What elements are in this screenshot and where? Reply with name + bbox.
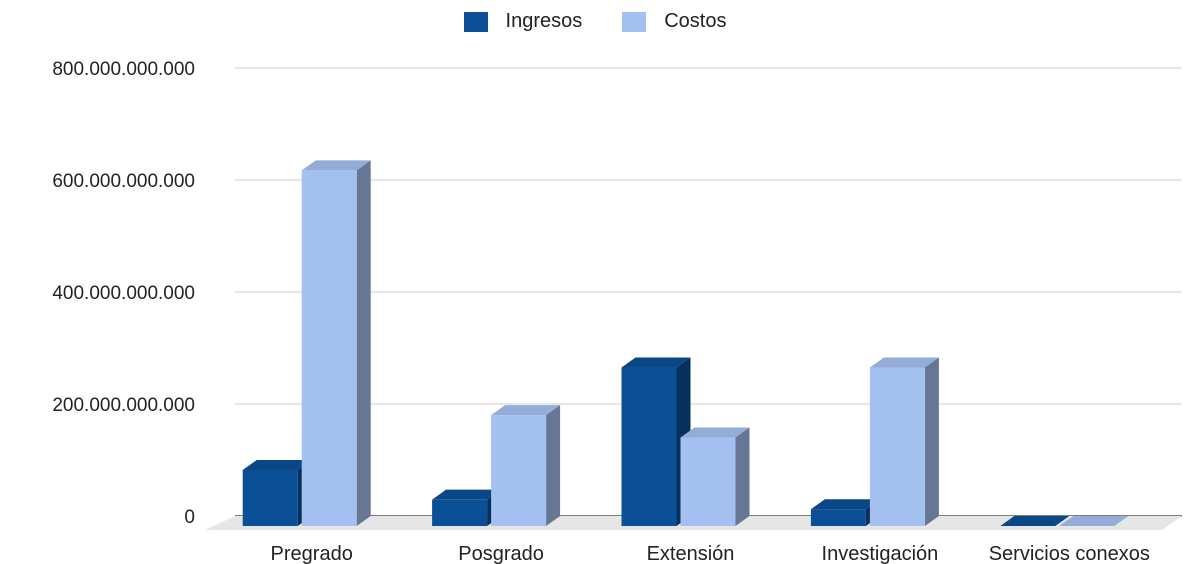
bar-side [924,357,939,526]
bar-top [621,357,691,368]
bar-top [491,405,561,416]
legend: Ingresos Costos [0,10,1190,33]
legend-label-ingresos: Ingresos [505,10,583,32]
bar-side [356,160,371,526]
legend-swatch-ingresos [463,11,488,32]
y-tick-label: 800.000.000.000 [52,59,195,80]
bar-top [1059,516,1129,526]
bar [301,170,357,526]
bar-top [432,489,502,500]
bar-side [546,405,561,526]
x-tick-label: Servicios conexos [989,543,1150,564]
legend-label-costos: Costos [664,10,727,32]
bar [869,367,925,526]
legend-item-ingresos: Ingresos [463,10,583,33]
bar-side [735,427,750,526]
y-tick-label: 0 [184,507,195,528]
y-tick-label: 400.000.000.000 [52,283,195,304]
legend-item-costos: Costos [622,10,726,33]
bar [621,367,677,526]
bar [432,499,488,526]
bar [491,415,547,526]
bar-top [1000,516,1070,526]
bar-top [869,357,939,368]
bar-top [301,160,371,171]
y-tick-label: 600.000.000.000 [52,171,195,192]
x-tick-label: Posgrado [458,543,544,564]
bar-top [242,460,312,470]
bar [680,437,736,526]
x-tick-label: Pregrado [271,543,353,564]
bar-top [810,499,880,510]
bar [242,470,298,526]
x-tick-label: Extensión [647,543,735,564]
bar-top [680,427,750,438]
x-tick-label: Investigación [822,543,939,564]
bar [810,509,866,526]
legend-swatch-costos [622,11,647,32]
y-tick-label: 200.000.000.000 [52,395,195,416]
